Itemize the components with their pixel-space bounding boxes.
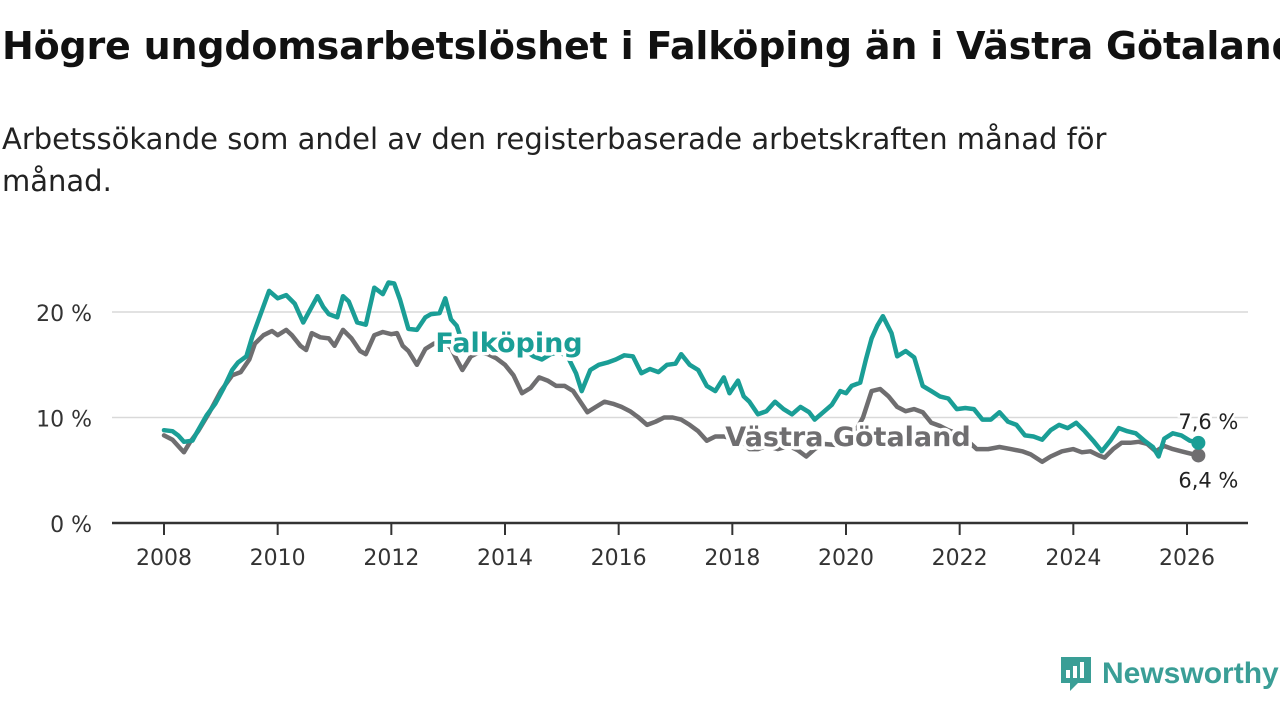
brand-name: Newsworthy (1102, 657, 1279, 690)
end-label-v-stra-g-taland: 6,4 % (1178, 468, 1238, 492)
x-tick-label-2008: 2008 (136, 546, 192, 571)
series-line-falk-ping (161, 280, 1201, 459)
y-tick-label-0: 0 % (50, 513, 92, 538)
series-lines (161, 280, 1201, 465)
x-tick-label-2024: 2024 (1045, 546, 1101, 571)
x-tick-label-2010: 2010 (250, 546, 306, 571)
x-tick-label-2018: 2018 (704, 546, 760, 571)
x-tick-label-2016: 2016 (591, 546, 647, 571)
newsworthy-logo-icon (1061, 657, 1091, 691)
end-marker-v-stra-g-taland (1191, 448, 1206, 463)
series-name-label-falk-ping: Falköping (435, 328, 582, 359)
brand-logo[interactable]: Newsworthy (1058, 654, 1279, 694)
x-tick-label-2020: 2020 (818, 546, 874, 571)
x-tick-label-2026: 2026 (1159, 546, 1215, 571)
chart-labels: 6,4 % 7,6 % Falköping Västra Götaland (432, 325, 1241, 495)
series-line-v-stra-g-taland (161, 327, 1201, 465)
x-tick-label-2014: 2014 (477, 546, 533, 571)
chart-subtitle: Arbetssökande som andel av den registerb… (2, 122, 1107, 198)
y-tick-label-10: 10 % (36, 408, 92, 433)
x-tick-label-2012: 2012 (363, 546, 419, 571)
chart-title: Högre ungdomsarbetslöshet i Falköping än… (2, 24, 1280, 68)
x-tick-label-2022: 2022 (932, 546, 988, 571)
end-marker-falk-ping (1191, 435, 1206, 450)
y-tick-label-20: 20 % (36, 302, 92, 327)
x-axis: 2008 2010 2012 2014 2016 2018 2020 2022 2024 2026 (112, 521, 1248, 571)
end-label-falk-ping: 7,6 % (1178, 410, 1238, 434)
series-name-label-v-stra-g-taland: Västra Götaland (725, 422, 970, 453)
